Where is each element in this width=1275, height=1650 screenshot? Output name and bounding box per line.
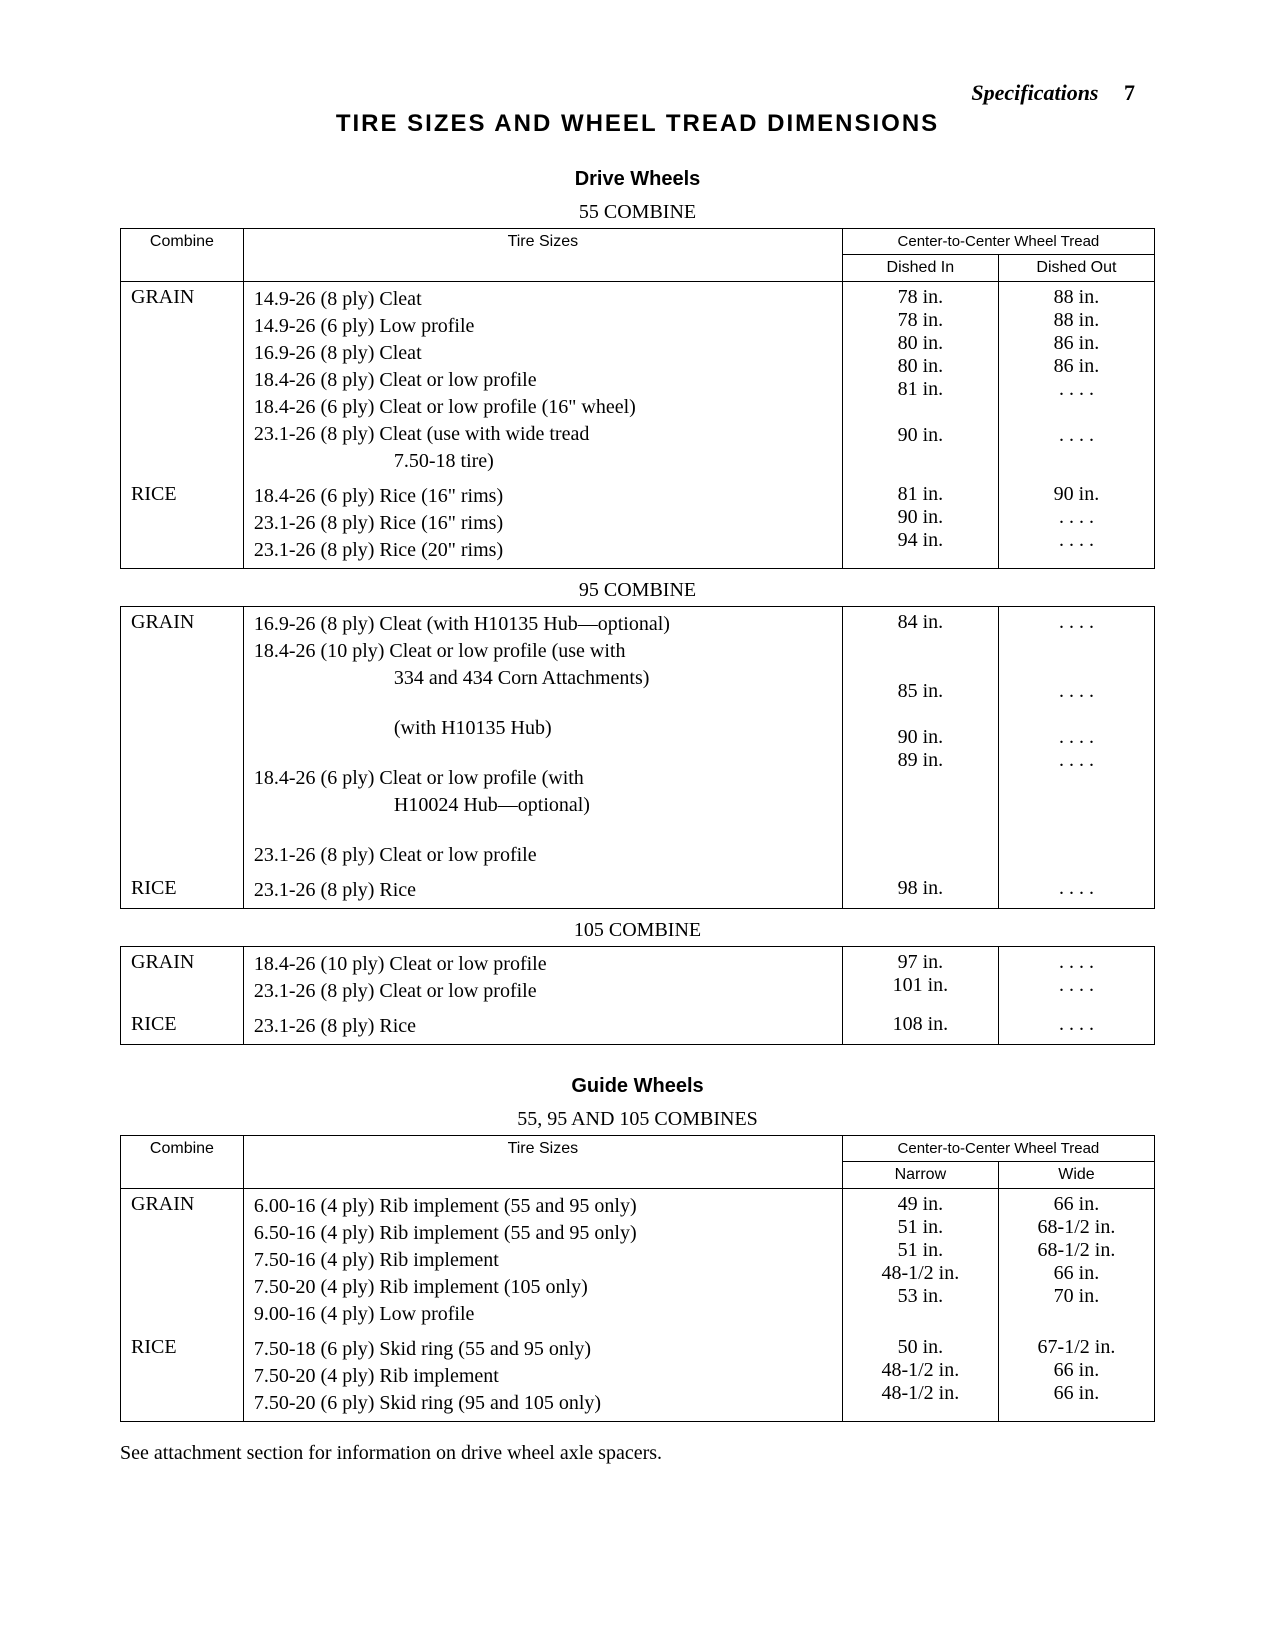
footnote: See attachment section for information o… [120,1442,1155,1465]
th-dished-out: Dished Out [998,255,1154,282]
combine-label: GRAIN [121,282,244,480]
th-sizes: Tire Sizes [243,229,842,282]
th-narrow: Narrow [842,1162,998,1189]
table-row: GRAIN16.9-26 (8 ply) Cleat (with H10135 … [121,607,1155,874]
value-a: 98 in. [842,873,998,909]
combine-label: RICE [121,873,244,909]
caption-55: 55 COMBINE [120,201,1155,224]
tire-sizes: 23.1-26 (8 ply) Rice [243,873,842,909]
th-group: Center-to-Center Wheel Tread [842,1136,1154,1162]
tire-sizes: 7.50-18 (6 ply) Skid ring (55 and 95 onl… [243,1332,842,1422]
table-row: RICE18.4-26 (6 ply) Rice (16" rims)23.1-… [121,479,1155,569]
th-combine: Combine [121,229,244,282]
value-b: 88 in.88 in.86 in.86 in.. . . . . . . . [998,282,1154,480]
caption-95: 95 COMBINE [120,579,1155,602]
th-sizes: Tire Sizes [243,1136,842,1189]
tire-sizes: 6.00-16 (4 ply) Rib implement (55 and 95… [243,1189,842,1333]
value-a: 84 in. 85 in. 90 in.89 in. [842,607,998,874]
table-row: RICE7.50-18 (6 ply) Skid ring (55 and 95… [121,1332,1155,1422]
running-head: Specifications 7 [971,80,1135,106]
combine-label: RICE [121,479,244,569]
table-55: Combine Tire Sizes Center-to-Center Whee… [120,228,1155,569]
table-105: GRAIN18.4-26 (10 ply) Cleat or low profi… [120,946,1155,1045]
combine-label: RICE [121,1009,244,1045]
value-a: 49 in.51 in.51 in.48-1/2 in.53 in. [842,1189,998,1333]
page: Specifications 7 TIRE SIZES AND WHEEL TR… [0,0,1275,1650]
table-row: GRAIN14.9-26 (8 ply) Cleat14.9-26 (6 ply… [121,282,1155,480]
value-a: 108 in. [842,1009,998,1045]
value-b: . . . . . . . . . . . .. . . . [998,607,1154,874]
th-wide: Wide [998,1162,1154,1189]
th-dished-in: Dished In [842,255,998,282]
value-b: . . . .. . . . [998,947,1154,1010]
caption-guide: 55, 95 AND 105 COMBINES [120,1108,1155,1131]
value-a: 50 in.48-1/2 in.48-1/2 in. [842,1332,998,1422]
combine-label: GRAIN [121,947,244,1010]
value-b: 90 in.. . . .. . . . [998,479,1154,569]
drive-wheels-heading: Drive Wheels [120,168,1155,191]
table-row: GRAIN6.00-16 (4 ply) Rib implement (55 a… [121,1189,1155,1333]
th-combine: Combine [121,1136,244,1189]
value-b: . . . . [998,1009,1154,1045]
table-guide: Combine Tire Sizes Center-to-Center Whee… [120,1135,1155,1422]
running-section: Specifications [971,80,1098,105]
table-row: GRAIN18.4-26 (10 ply) Cleat or low profi… [121,947,1155,1010]
combine-label: RICE [121,1332,244,1422]
tire-sizes: 18.4-26 (10 ply) Cleat or low profile23.… [243,947,842,1010]
value-a: 78 in.78 in.80 in.80 in.81 in. 90 in. [842,282,998,480]
tire-sizes: 23.1-26 (8 ply) Rice [243,1009,842,1045]
table-95: GRAIN16.9-26 (8 ply) Cleat (with H10135 … [120,606,1155,909]
tire-sizes: 16.9-26 (8 ply) Cleat (with H10135 Hub—o… [243,607,842,874]
guide-wheels-heading: Guide Wheels [120,1075,1155,1098]
tire-sizes: 18.4-26 (6 ply) Rice (16" rims)23.1-26 (… [243,479,842,569]
caption-105: 105 COMBINE [120,919,1155,942]
table-row: RICE23.1-26 (8 ply) Rice108 in.. . . . [121,1009,1155,1045]
combine-label: GRAIN [121,607,244,874]
table-row: RICE23.1-26 (8 ply) Rice98 in.. . . . [121,873,1155,909]
tire-sizes: 14.9-26 (8 ply) Cleat14.9-26 (6 ply) Low… [243,282,842,480]
page-title: TIRE SIZES AND WHEEL TREAD DIMENSIONS [120,110,1155,138]
value-b: 67-1/2 in.66 in.66 in. [998,1332,1154,1422]
value-a: 81 in.90 in.94 in. [842,479,998,569]
combine-label: GRAIN [121,1189,244,1333]
value-b: 66 in.68-1/2 in.68-1/2 in.66 in.70 in. [998,1189,1154,1333]
page-number: 7 [1124,80,1135,105]
th-group: Center-to-Center Wheel Tread [842,229,1154,255]
value-a: 97 in.101 in. [842,947,998,1010]
value-b: . . . . [998,873,1154,909]
